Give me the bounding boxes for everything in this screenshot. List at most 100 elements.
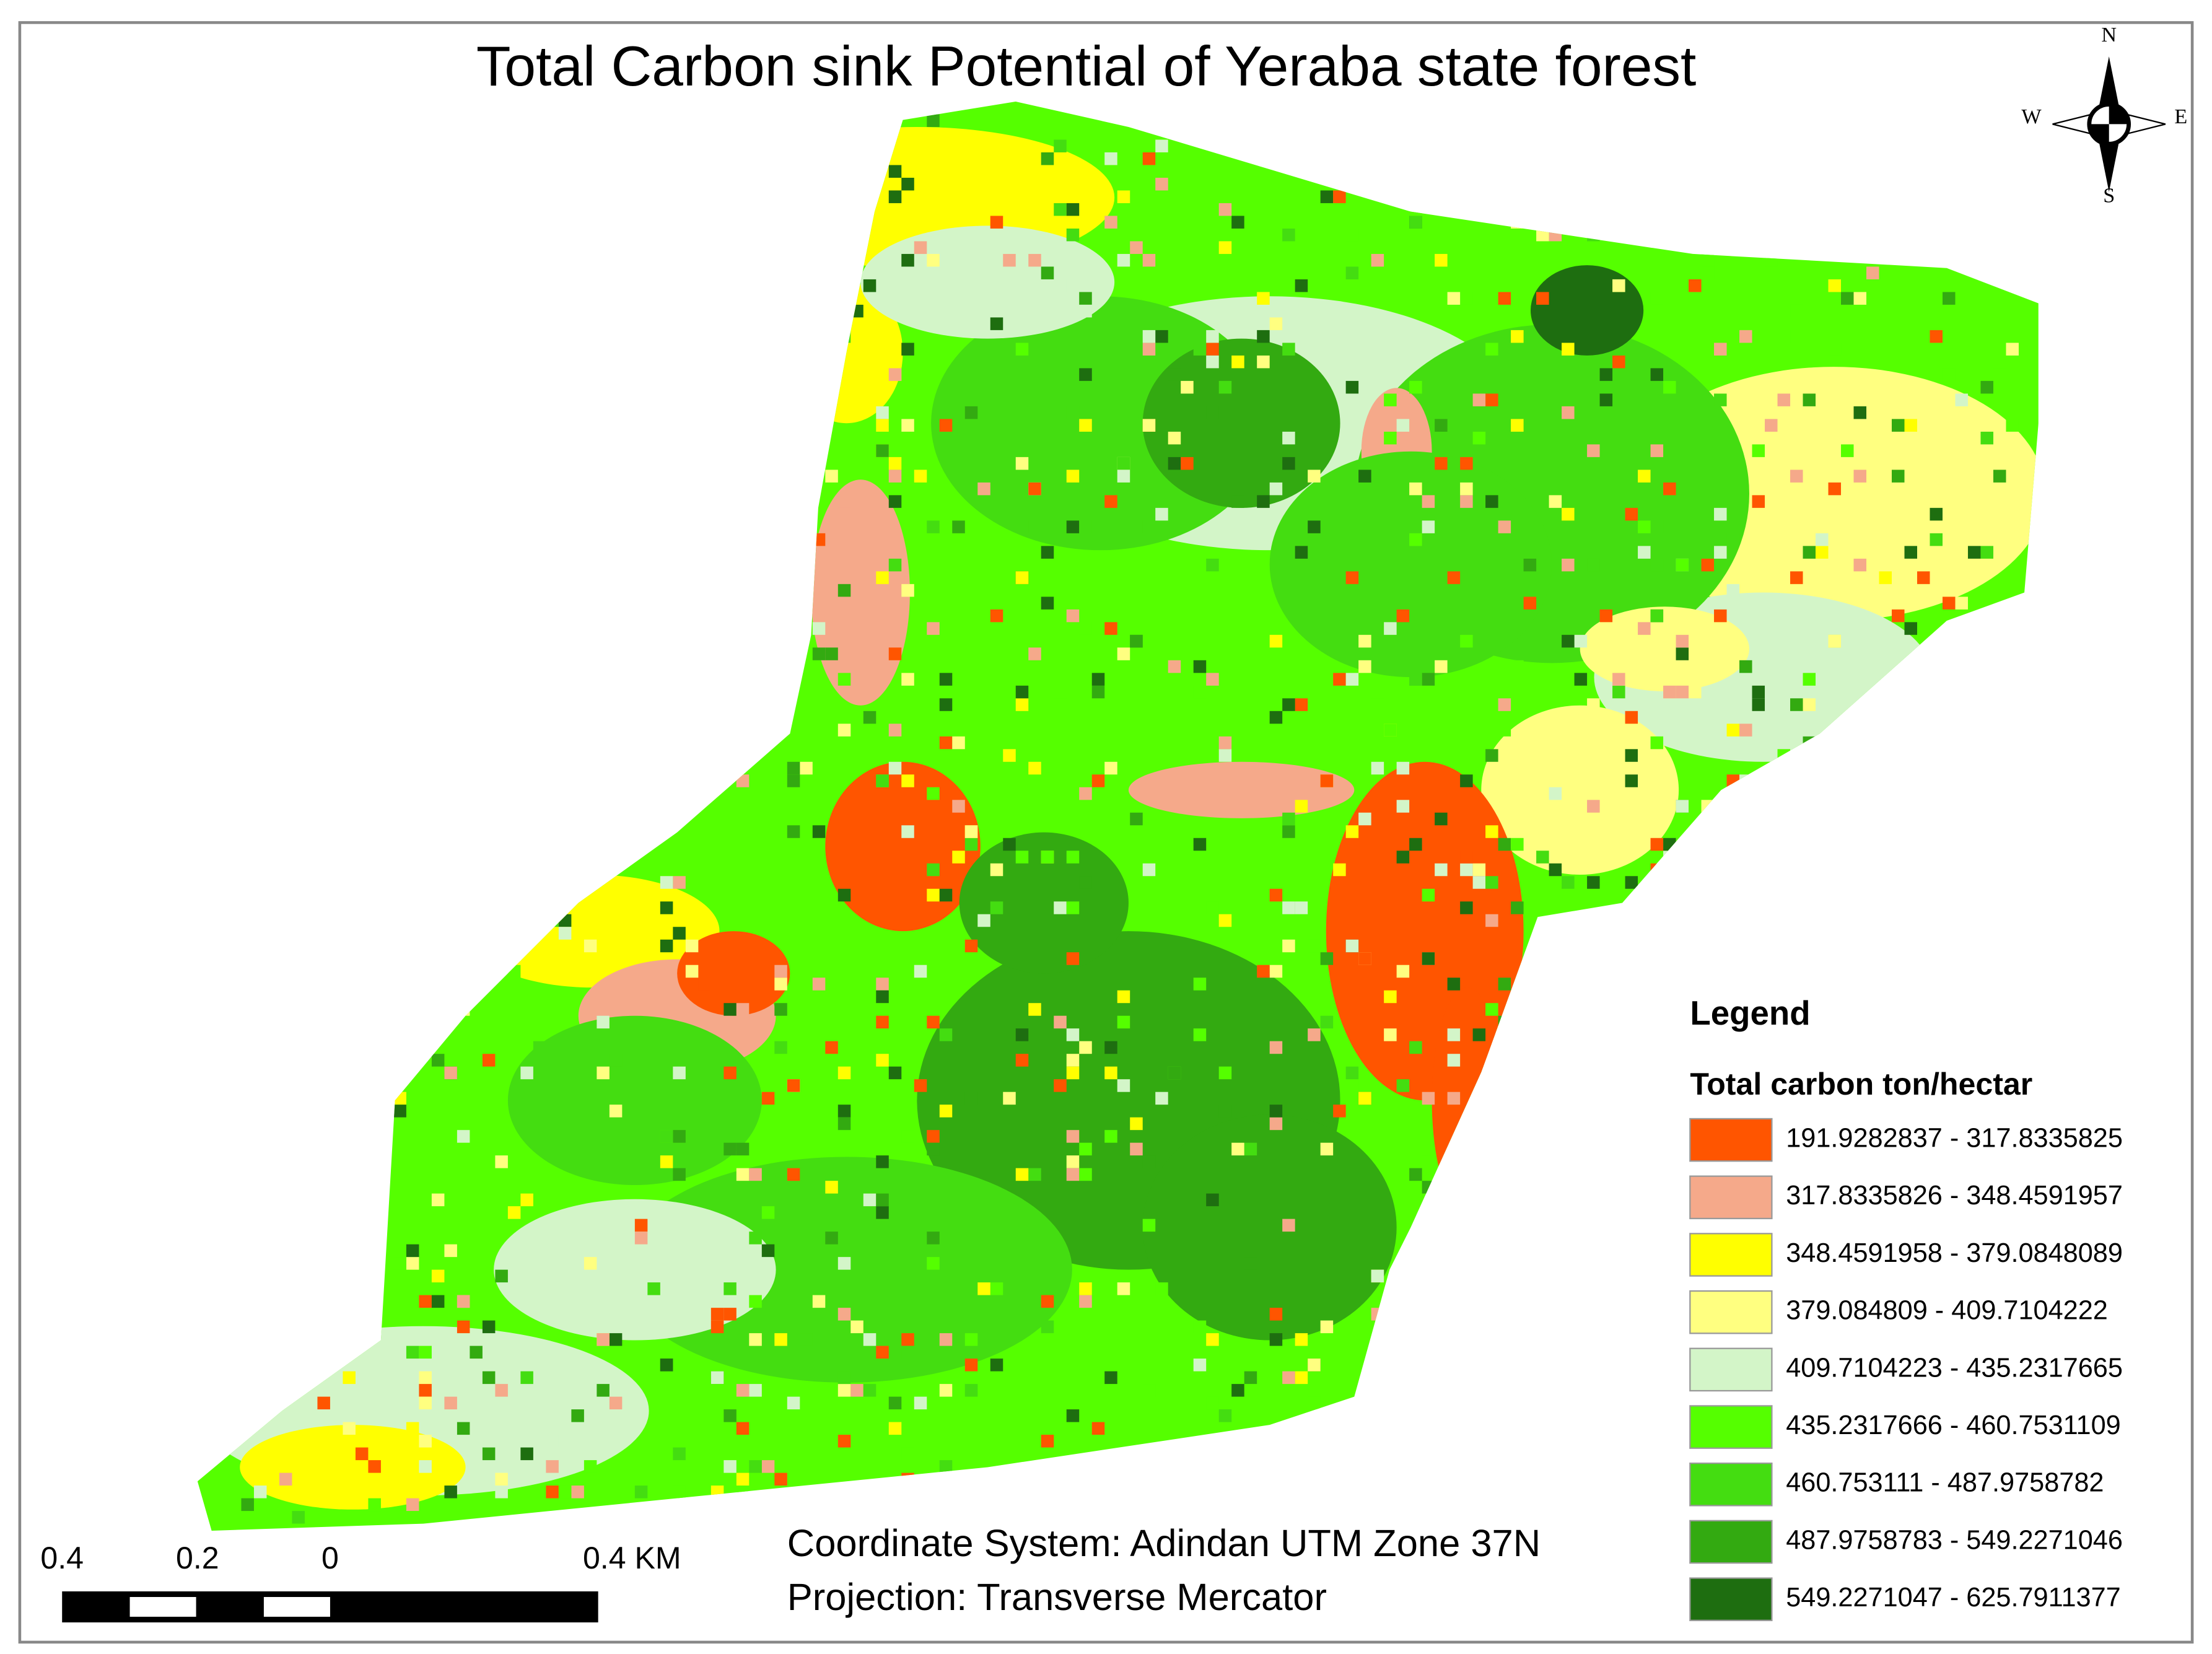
raster-cell xyxy=(1320,1142,1334,1156)
raster-cell xyxy=(1396,851,1410,864)
raster-cell xyxy=(1320,952,1334,965)
raster-cell xyxy=(1257,355,1270,369)
raster-cell xyxy=(1511,901,1524,914)
raster-cell xyxy=(1358,660,1371,673)
raster-cell xyxy=(761,1460,775,1473)
legend-label: 435.2317666 - 460.7531109 xyxy=(1786,1411,2121,1440)
raster-cell xyxy=(876,978,889,991)
raster-cell xyxy=(609,1333,623,1346)
raster-cell xyxy=(1193,685,1207,699)
raster-cell xyxy=(1028,1003,1041,1016)
raster-cell xyxy=(279,1472,292,1486)
raster-cell xyxy=(1015,457,1029,470)
legend-title: Legend xyxy=(1690,994,1810,1032)
legend-swatch xyxy=(1689,1577,1773,1621)
raster-cell xyxy=(1853,558,1867,572)
raster-cell xyxy=(901,1346,914,1359)
raster-cell xyxy=(1663,685,1676,699)
raster-cell xyxy=(1435,419,1448,432)
raster-cell xyxy=(1091,1422,1105,1435)
raster-cell xyxy=(1967,546,1981,559)
raster-cell xyxy=(609,1054,623,1067)
raster-cell xyxy=(1308,1028,1321,1041)
raster-cell xyxy=(723,1308,737,1321)
raster-cell xyxy=(1942,597,1956,610)
raster-cell xyxy=(1714,343,1727,356)
raster-cell xyxy=(1282,698,1295,711)
raster-cell xyxy=(1320,190,1334,203)
raster-cell xyxy=(495,1472,508,1486)
raster-cell xyxy=(1218,203,1232,216)
raster-cell xyxy=(1574,634,1588,648)
raster-cell xyxy=(1218,380,1232,394)
raster-cell xyxy=(1206,1396,1219,1410)
raster-cell xyxy=(1980,546,1993,559)
raster-cell xyxy=(1193,1359,1207,1372)
raster-cell xyxy=(609,1396,623,1410)
raster-cell xyxy=(1117,647,1130,660)
raster-cell xyxy=(1333,673,1346,686)
raster-cell xyxy=(431,1054,445,1067)
legend-label: 348.4591958 - 379.0848089 xyxy=(1786,1238,2123,1268)
raster-cell xyxy=(1853,406,1867,419)
raster-cell xyxy=(1231,1142,1244,1156)
raster-cell xyxy=(2006,343,2019,356)
scale-label: 0.2 xyxy=(176,1541,219,1575)
raster-cell xyxy=(1066,901,1080,914)
raster-cell xyxy=(1409,673,1422,686)
raster-cell xyxy=(952,851,965,864)
raster-cell xyxy=(1117,253,1130,267)
raster-cell xyxy=(660,901,673,914)
raster-cell xyxy=(1295,800,1308,813)
raster-cell xyxy=(419,1460,432,1473)
raster-cell xyxy=(1435,812,1448,826)
raster-cell xyxy=(1612,685,1625,699)
raster-cell xyxy=(1320,774,1334,787)
raster-cell xyxy=(1777,393,1791,406)
raster-cell xyxy=(1676,685,1689,699)
raster-cell xyxy=(939,698,953,711)
raster-cell xyxy=(927,1130,940,1143)
raster-cell xyxy=(507,1206,521,1219)
legend-swatch xyxy=(1689,1233,1773,1277)
raster-cell xyxy=(597,1384,610,1397)
raster-cell xyxy=(876,990,889,1004)
raster-cell xyxy=(1409,838,1422,851)
raster-cell xyxy=(1269,634,1283,648)
compass-n: N xyxy=(2101,24,2117,46)
raster-cell xyxy=(1460,851,1473,864)
raster-cell xyxy=(1193,1320,1207,1334)
coordinate-system: Coordinate System: Adindan UTM Zone 37N xyxy=(787,1522,1541,1565)
raster-cell xyxy=(253,1486,267,1499)
raster-cell xyxy=(1142,343,1156,356)
raster-cell xyxy=(901,1333,914,1346)
raster-cell xyxy=(1066,609,1080,623)
raster-cell xyxy=(1117,1015,1130,1029)
raster-cell xyxy=(1244,1142,1257,1156)
raster-cell xyxy=(1930,507,1943,521)
raster-cell xyxy=(457,1422,470,1435)
raster-cell xyxy=(1269,1333,1283,1346)
raster-cell xyxy=(1511,419,1524,432)
raster-cell xyxy=(952,736,965,750)
raster-cell xyxy=(1104,495,1117,508)
raster-cell xyxy=(876,444,889,457)
raster-cell xyxy=(1816,546,1829,559)
raster-cell xyxy=(1701,558,1715,572)
raster-cell xyxy=(1422,457,1435,470)
raster-cell xyxy=(1739,660,1752,673)
raster-cell xyxy=(1345,1066,1359,1080)
raster-cell xyxy=(1562,343,1575,356)
raster-cell xyxy=(927,1232,940,1245)
raster-cell xyxy=(571,1409,584,1422)
raster-cell xyxy=(1599,393,1613,406)
raster-zone xyxy=(1128,761,1355,818)
raster-cell xyxy=(1041,266,1054,279)
raster-cell xyxy=(1041,152,1054,165)
raster-cell xyxy=(1295,698,1308,711)
raster-cell xyxy=(876,406,889,419)
raster-cell xyxy=(1752,685,1765,699)
raster-cell xyxy=(1193,978,1207,991)
raster-cell xyxy=(1015,851,1029,864)
raster-cell xyxy=(964,1092,978,1105)
